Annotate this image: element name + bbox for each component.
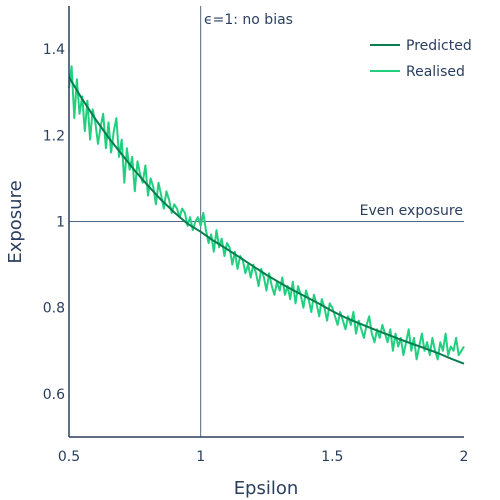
horizontal-reference-label: Even exposure: [360, 203, 463, 219]
y-tick-label: 1: [56, 215, 65, 231]
legend-label-realised: Realised: [406, 64, 465, 80]
reference-lines: [69, 6, 464, 437]
x-tick-label: 2: [460, 449, 469, 465]
y-tick-label: 0.6: [43, 387, 65, 403]
axes: [68, 6, 464, 438]
tick-labels: 0.5 1 1.5 2 0.6 0.8 1 1.2 1.4: [43, 42, 469, 465]
x-tick-label: 0.5: [58, 449, 80, 465]
x-tick-label: 1: [196, 449, 205, 465]
y-tick-label: 1.2: [43, 128, 65, 144]
y-tick-label: 0.8: [43, 301, 65, 317]
x-tick-label: 1.5: [321, 449, 343, 465]
x-axis-title: Epsilon: [234, 478, 299, 499]
series-line-realised: [68, 65, 465, 361]
series-line-predicted: [68, 76, 465, 365]
vertical-reference-label: ϵ=1: no bias: [204, 12, 293, 28]
y-axis-title: Exposure: [5, 180, 26, 263]
series-layer: [68, 65, 465, 365]
legend-label-predicted: Predicted: [406, 38, 472, 54]
y-tick-label: 1.4: [43, 42, 65, 58]
legend: Predicted Realised: [370, 38, 472, 80]
